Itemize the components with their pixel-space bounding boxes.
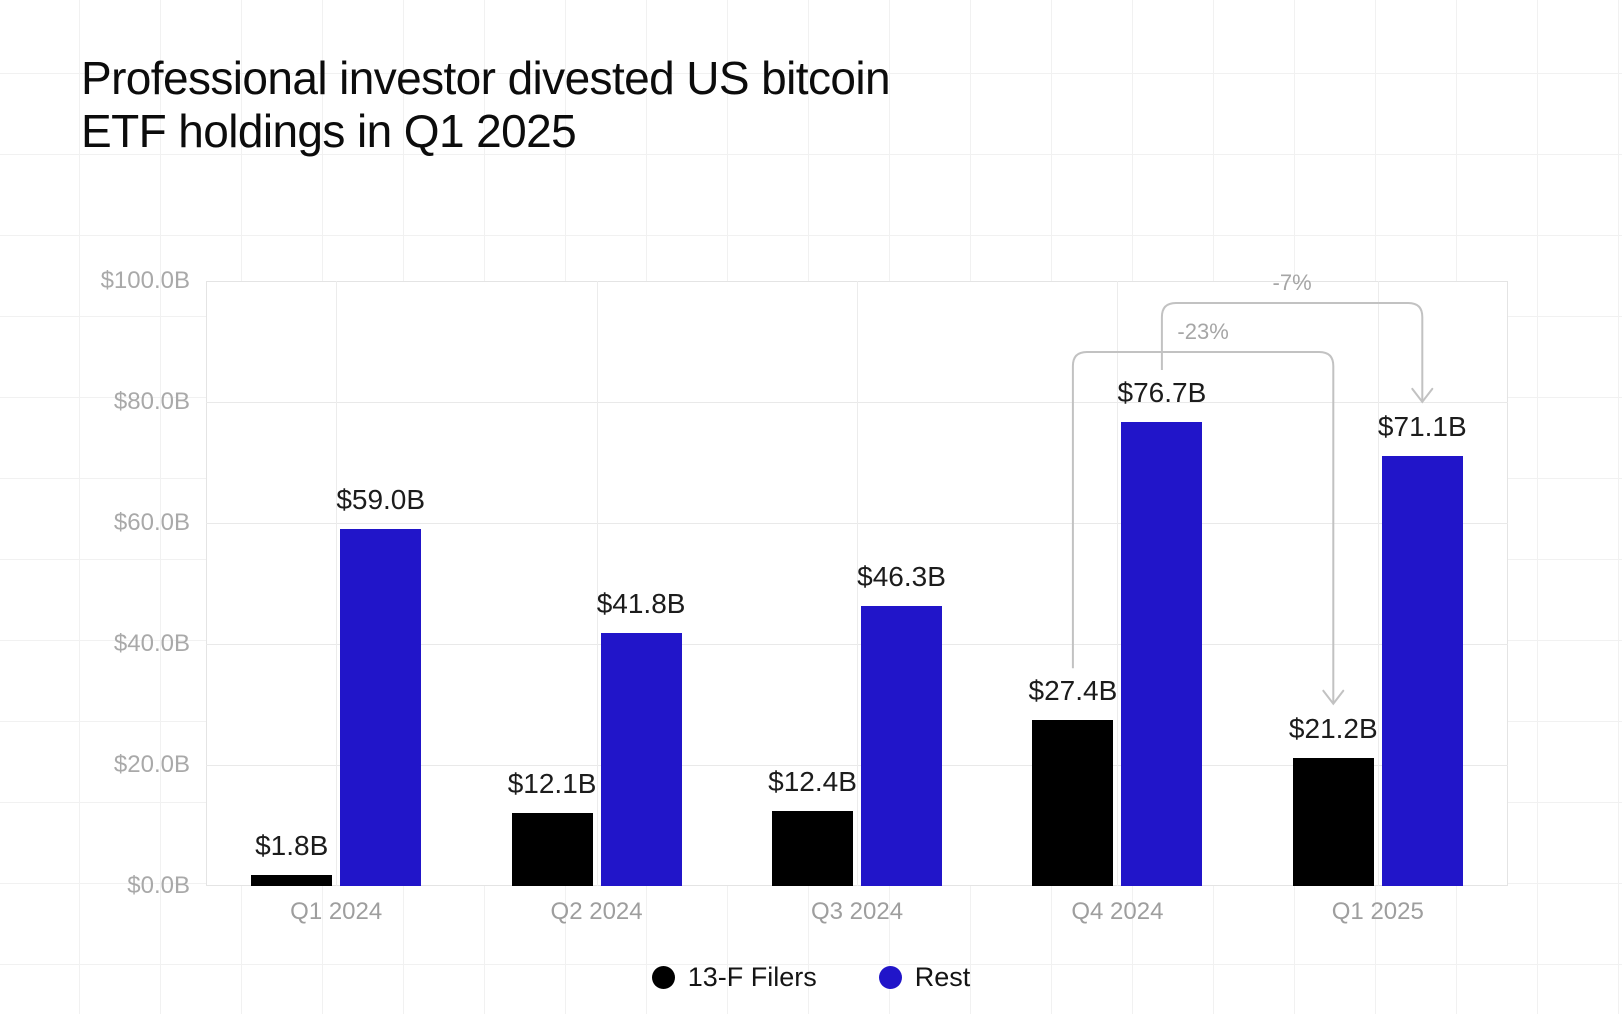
bar-value-label: $12.1B — [507, 767, 597, 799]
gridline-vertical — [1377, 281, 1379, 886]
legend-dot-icon — [651, 966, 675, 989]
chart-title-line1: Professional investor divested US bitcoi… — [81, 52, 891, 104]
y-axis-tick-label: $0.0B — [127, 872, 190, 899]
legend-item-rest: Rest — [878, 962, 971, 993]
bar-value-label: $76.7B — [1117, 376, 1207, 408]
bar-rest-q4-2024 — [1121, 421, 1203, 886]
bar-value-label: $12.4B — [768, 765, 857, 797]
legend-label: Rest — [914, 962, 971, 992]
bar-value-label: $1.8B — [255, 830, 329, 862]
x-axis-label: Q4 2024 — [1071, 898, 1164, 925]
y-axis-tick-label: $100.0B — [100, 267, 190, 294]
x-axis-label: Q2 2024 — [550, 898, 643, 925]
bar-13-f-filers-q2-2024 — [511, 812, 593, 886]
chart-title: Professional investor divested US bitcoi… — [81, 52, 891, 158]
chart-title-line2: ETF holdings in Q1 2025 — [81, 105, 577, 157]
bar-value-label: $71.1B — [1377, 410, 1467, 442]
x-axis-label: Q3 2024 — [810, 898, 904, 925]
legend-item-13-f-filers: 13-F Filers — [651, 962, 817, 993]
bar-value-label: $41.8B — [596, 588, 686, 620]
legend-label: 13-F Filers — [687, 962, 817, 992]
bar-rest-q1-2025 — [1381, 455, 1463, 886]
legend-dot-icon — [878, 966, 902, 989]
gridline-vertical — [1117, 281, 1119, 886]
bar-value-label: $21.2B — [1288, 712, 1378, 744]
bar-13-f-filers-q1-2024 — [251, 875, 333, 886]
gridline-vertical — [596, 281, 598, 886]
y-axis-tick-label: $60.0B — [113, 509, 190, 536]
bar-rest-q1-2024 — [340, 529, 422, 886]
annotation-label-7: -7% — [1272, 270, 1312, 295]
bar-13-f-filers-q4-2024 — [1032, 720, 1114, 886]
bar-value-label: $46.3B — [857, 560, 946, 592]
y-axis-tick-label: $40.0B — [113, 630, 190, 657]
bar-rest-q2-2024 — [600, 633, 682, 886]
annotation-label-23: -23% — [1177, 319, 1229, 344]
y-axis-tick-label: $20.0B — [113, 751, 190, 778]
y-axis-tick-label: $80.0B — [113, 388, 190, 415]
legend: 13-F Filers Rest — [0, 962, 1622, 993]
bar-rest-q3-2024 — [861, 605, 942, 886]
gridline-vertical — [336, 281, 338, 886]
bar-value-label: $27.4B — [1028, 675, 1118, 707]
gridline-vertical — [857, 281, 858, 886]
bar-value-label: $59.0B — [336, 484, 426, 516]
bar-13-f-filers-q1-2025 — [1292, 757, 1374, 886]
x-axis-label: Q1 2024 — [290, 898, 383, 925]
x-axis-label: Q1 2025 — [1331, 898, 1424, 925]
bar-13-f-filers-q3-2024 — [772, 810, 853, 886]
